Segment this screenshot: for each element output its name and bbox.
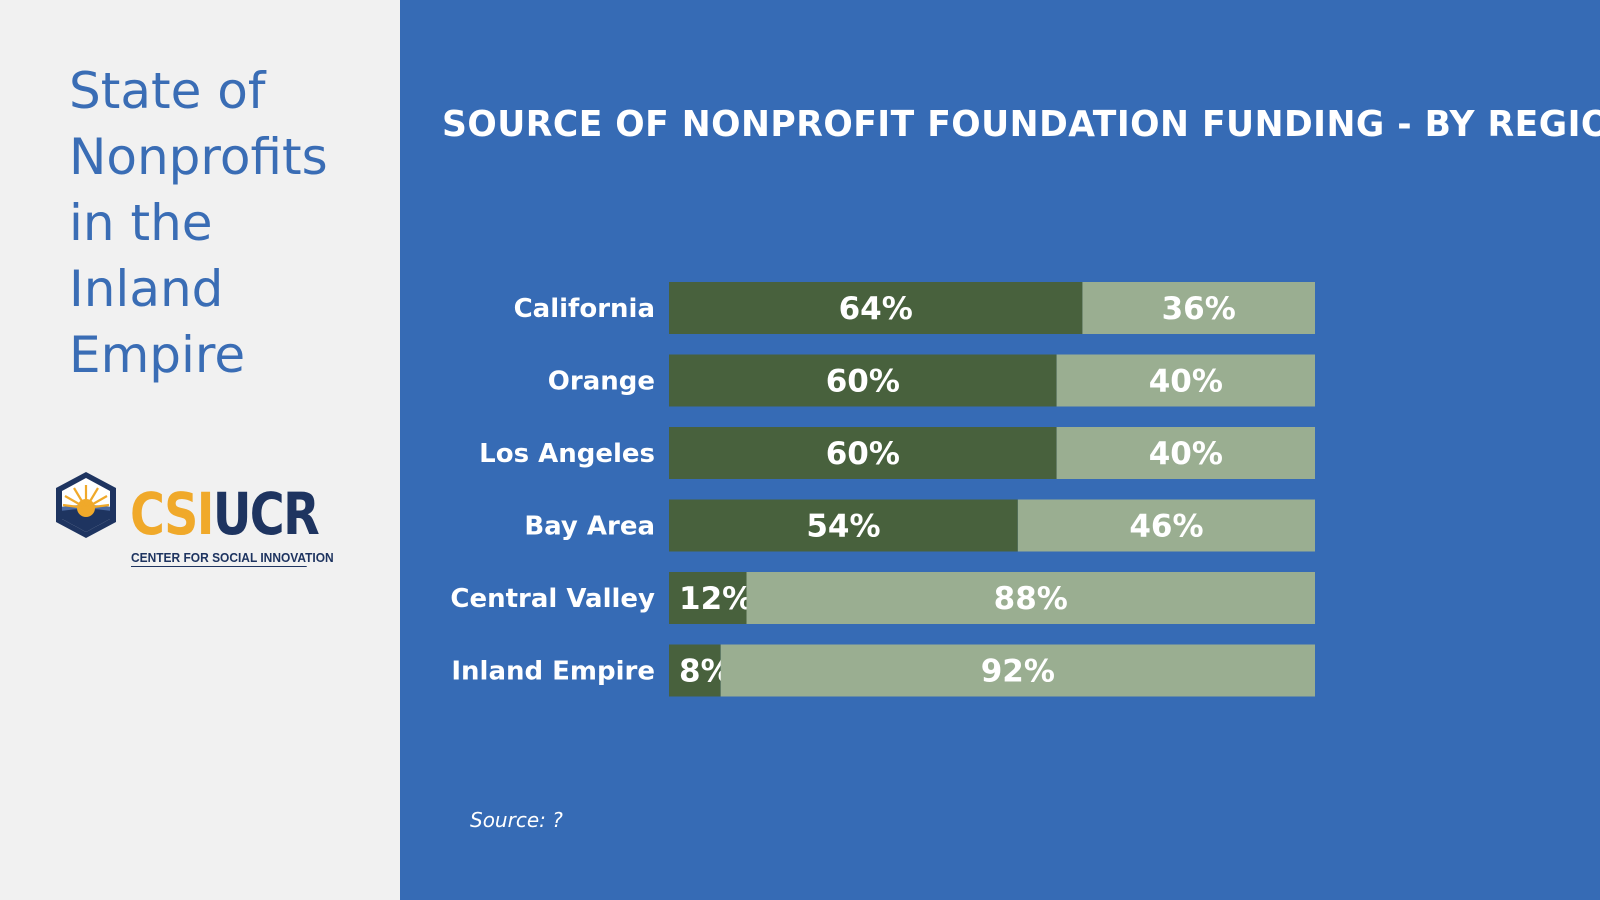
bar-segment — [669, 282, 1083, 334]
value-label: 46% — [1129, 509, 1203, 545]
sun-hexagon-icon — [56, 472, 116, 538]
value-label: 40% — [1149, 364, 1223, 400]
chart-panel: SOURCE OF NONPROFIT FOUNDATION FUNDING -… — [400, 0, 1600, 900]
report-title-line: Empire — [69, 326, 246, 384]
category-label: Bay Area — [524, 512, 655, 542]
value-label: 88% — [994, 581, 1068, 617]
report-title-line: in the — [69, 194, 213, 252]
bar-segment — [1056, 354, 1315, 407]
report-title-line: State of — [69, 62, 266, 120]
report-title-line: Nonprofits — [69, 128, 328, 186]
csiucr-logo: CSIUCR CENTER FOR SOCIAL INNOVATION — [54, 472, 334, 570]
category-label: Orange — [548, 367, 655, 397]
logo-wordmark: CSIUCR — [130, 484, 320, 544]
value-label: 60% — [826, 364, 900, 400]
bar-segment — [720, 644, 1315, 697]
source-note: Source: ? — [470, 808, 563, 832]
bar-segment — [1017, 499, 1315, 552]
bar-segment — [669, 427, 1057, 479]
stacked-bar-chart: California 64% 36% Orange 60% 40% Los Angeles 6… — [450, 282, 1315, 697]
value-label: 64% — [839, 291, 913, 327]
value-label: 54% — [806, 509, 880, 545]
chart-title: SOURCE OF NONPROFIT FOUNDATION FUNDING -… — [442, 104, 1600, 145]
logo-ucr: UCR — [212, 480, 320, 548]
value-label: 40% — [1149, 436, 1223, 472]
bar-segment — [669, 354, 1057, 407]
value-label: 12% — [679, 581, 753, 617]
value-label: 36% — [1162, 291, 1236, 327]
logo-subtitle: CENTER FOR SOCIAL INNOVATION — [131, 550, 334, 567]
category-label: Central Valley — [450, 584, 655, 614]
bar-segment — [746, 572, 1315, 624]
bar-segment — [669, 572, 747, 624]
category-label: California — [514, 294, 655, 324]
report-title: State of Nonprofits in the Inland Empire — [69, 58, 389, 388]
logo-csi: CSI — [130, 480, 214, 548]
bar-segment — [669, 499, 1018, 552]
sidebar: State of Nonprofits in the Inland Empire — [0, 0, 400, 900]
category-label: Inland Empire — [451, 657, 655, 687]
value-label: 92% — [981, 654, 1055, 690]
category-label: Los Angeles — [479, 439, 655, 469]
bar-segment — [1056, 427, 1315, 479]
bar-segment — [669, 644, 721, 697]
bar-segment — [1082, 282, 1315, 334]
value-label: 60% — [826, 436, 900, 472]
report-title-line: Inland — [69, 260, 224, 318]
